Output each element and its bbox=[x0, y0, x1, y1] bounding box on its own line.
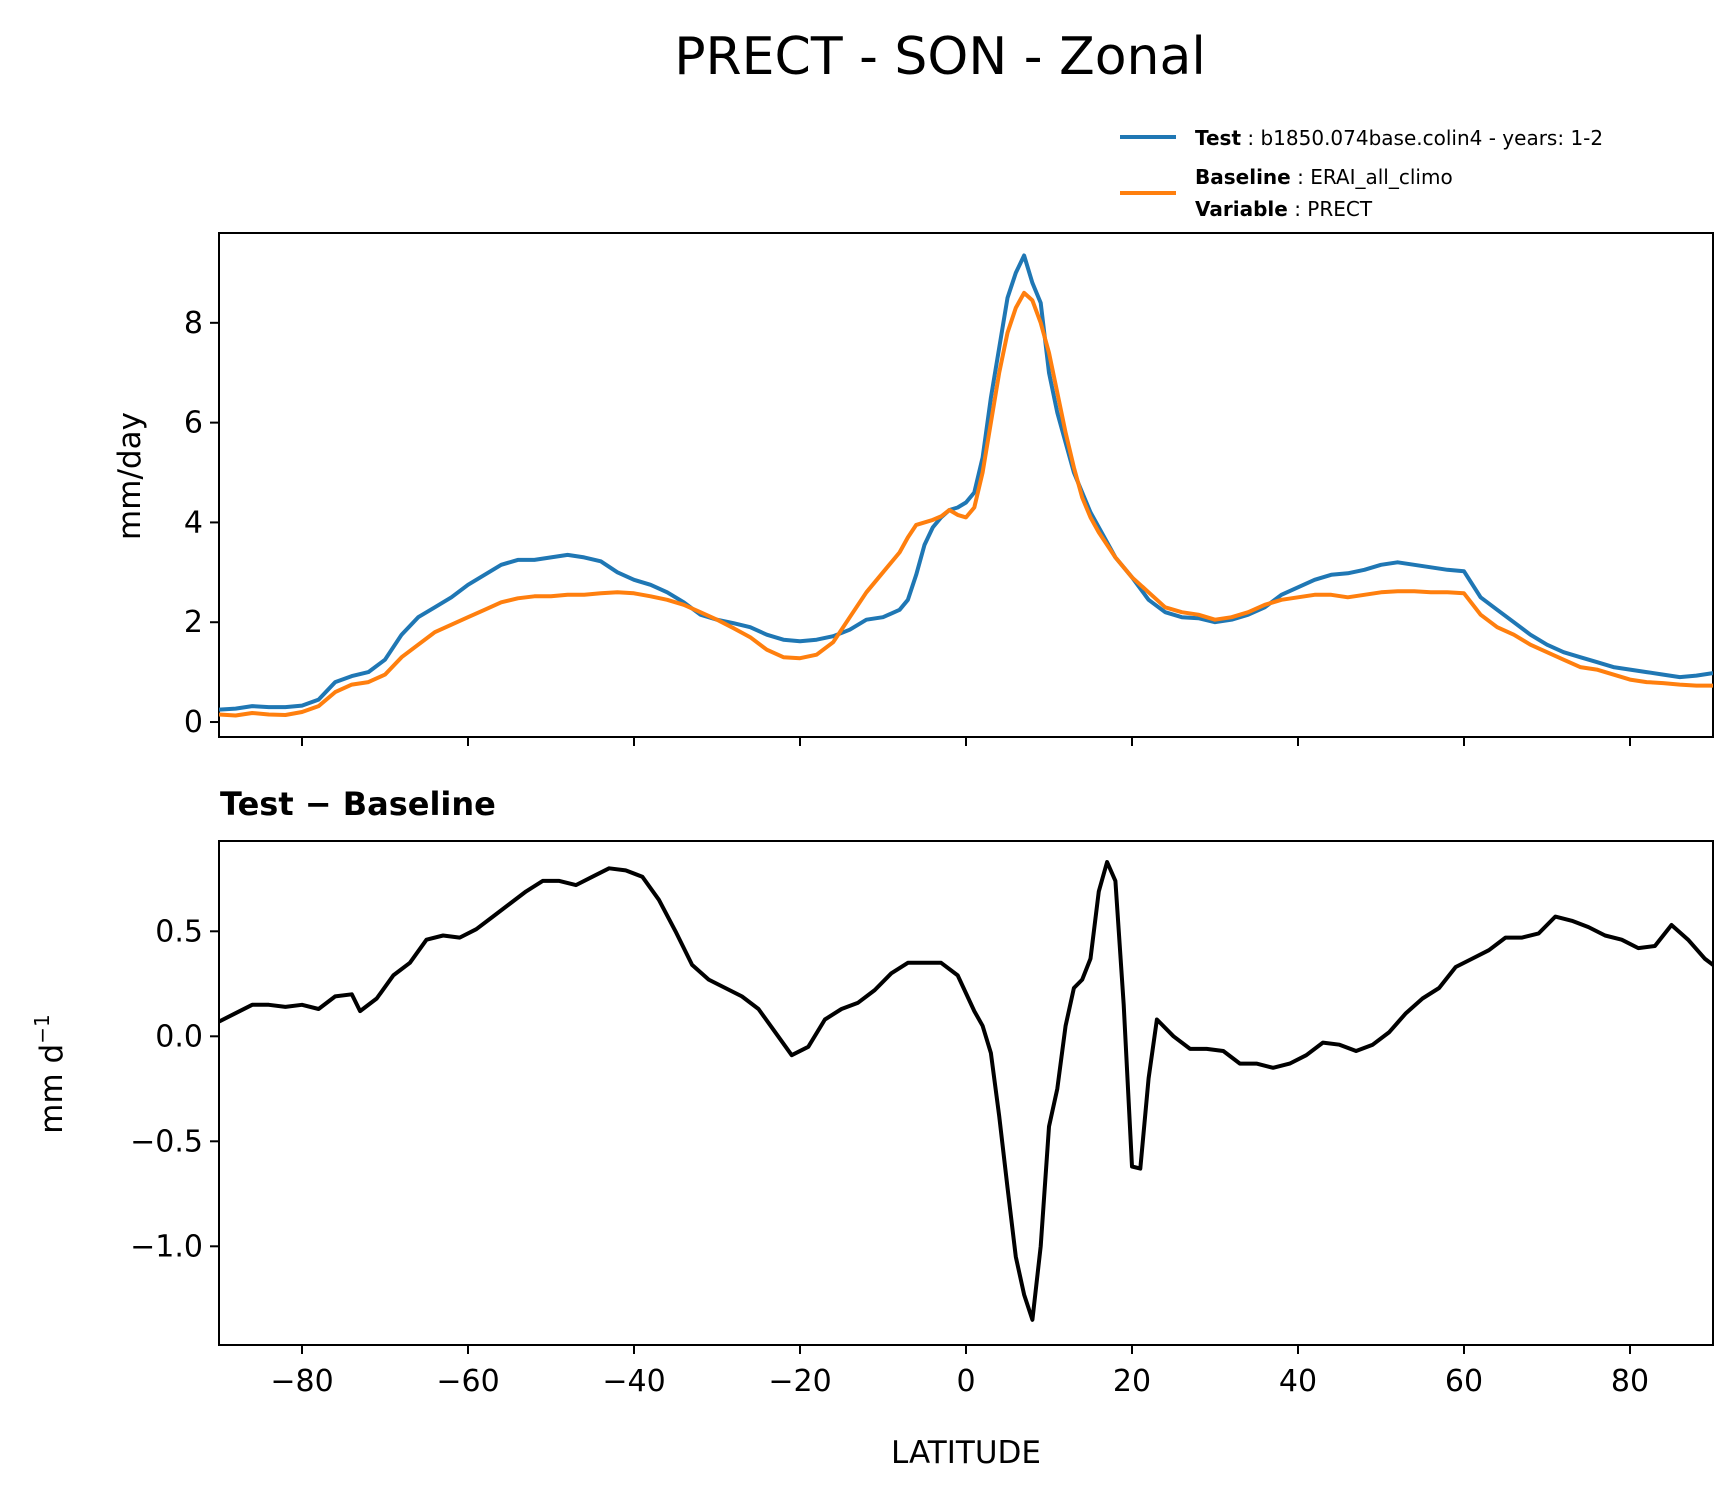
legend-test-key: Test bbox=[1195, 126, 1241, 150]
legend-variable-key: Variable bbox=[1195, 197, 1288, 221]
bottom-y-tick-label: −0.5 bbox=[130, 1124, 203, 1159]
legend-variable-value: PRECT bbox=[1307, 197, 1373, 221]
top-y-ticks: 0 2 4 6 8 bbox=[184, 306, 219, 740]
bottom-y-tick-label: 0.0 bbox=[155, 1019, 203, 1054]
top-panel: 0 2 4 6 8 mm/day bbox=[112, 232, 1714, 746]
top-series bbox=[219, 253, 1713, 718]
legend-variable-sep: : bbox=[1288, 197, 1307, 221]
bottom-x-tick-label: −60 bbox=[436, 1364, 499, 1399]
bottom-x-tick-label: 0 bbox=[956, 1364, 975, 1399]
legend-entry-variable: Variable : PRECT bbox=[1195, 197, 1373, 221]
top-x-ticks bbox=[301, 737, 1631, 746]
top-y-tick-label: 2 bbox=[184, 605, 203, 640]
bottom-ylabel-sup: −1 bbox=[30, 1014, 54, 1043]
legend-test-value: b1850.074base.colin4 - years: 1-2 bbox=[1260, 126, 1603, 150]
bottom-y-tick-label: 0.5 bbox=[155, 914, 203, 949]
legend-entry-baseline: Baseline : ERAI_all_climo bbox=[1195, 165, 1453, 189]
series-line-test bbox=[219, 253, 1713, 712]
series-line-baseline bbox=[219, 290, 1713, 718]
bottom-y-axis-label: mm d−1 bbox=[30, 1014, 70, 1133]
bottom-y-ticks: −1.0 −0.5 0.0 0.5 bbox=[130, 914, 219, 1264]
legend: Test : b1850.074base.colin4 - years: 1-2… bbox=[1120, 126, 1603, 221]
top-y-tick-label: 6 bbox=[184, 406, 203, 441]
x-axis-label: LATITUDE bbox=[891, 1435, 1041, 1471]
bottom-x-ticks: −80 −60 −40 −20 0 20 40 60 80 bbox=[270, 1345, 1649, 1399]
top-y-tick-label: 4 bbox=[184, 505, 203, 540]
bottom-x-tick-label: −20 bbox=[768, 1364, 831, 1399]
bottom-y-tick-label: −1.0 bbox=[130, 1229, 203, 1264]
legend-baseline-sep: : bbox=[1291, 165, 1310, 189]
bottom-ylabel-base: mm d bbox=[34, 1044, 70, 1134]
top-y-axis-label: mm/day bbox=[112, 412, 148, 540]
legend-entry-test: Test : b1850.074base.colin4 - years: 1-2 bbox=[1195, 126, 1603, 150]
top-y-tick-label: 8 bbox=[184, 306, 203, 341]
series-line-test-baseline bbox=[219, 860, 1713, 1322]
bottom-x-tick-label: −40 bbox=[602, 1364, 665, 1399]
bottom-x-tick-label: −80 bbox=[270, 1364, 333, 1399]
legend-test-sep: : bbox=[1241, 126, 1260, 150]
bottom-series bbox=[219, 860, 1713, 1322]
legend-baseline-value: ERAI_all_climo bbox=[1310, 165, 1453, 189]
bottom-axes-frame bbox=[218, 840, 1714, 1346]
bottom-panel: Test − Baseline −1.0 −0.5 0.0 0.5 −80 −60 −40… bbox=[30, 785, 1714, 1471]
bottom-x-tick-label: 40 bbox=[1279, 1364, 1317, 1399]
bottom-panel-title: Test − Baseline bbox=[220, 785, 496, 823]
legend-baseline-key: Baseline bbox=[1195, 165, 1291, 189]
top-axes-frame bbox=[218, 232, 1714, 738]
bottom-x-tick-label: 20 bbox=[1113, 1364, 1151, 1399]
figure-title: PRECT - SON - Zonal bbox=[674, 27, 1206, 87]
bottom-x-tick-label: 80 bbox=[1611, 1364, 1649, 1399]
top-y-tick-label: 0 bbox=[184, 705, 203, 740]
bottom-x-tick-label: 60 bbox=[1445, 1364, 1483, 1399]
